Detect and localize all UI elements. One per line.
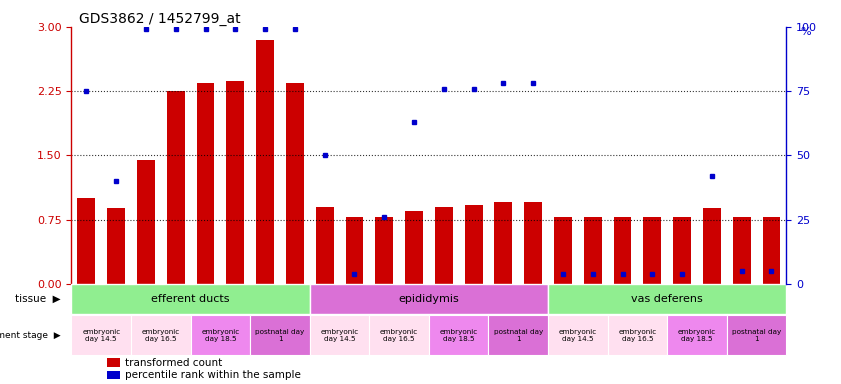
Text: embryonic
day 14.5: embryonic day 14.5 [320,329,358,342]
Bar [251,315,309,355]
Bar [614,217,632,284]
Text: embryonic
day 18.5: embryonic day 18.5 [440,329,478,342]
Bar [226,81,244,284]
Bar [584,217,601,284]
Bar [429,315,489,355]
Text: embryonic
day 16.5: embryonic day 16.5 [618,329,657,342]
Bar [607,315,667,355]
Text: epididymis: epididymis [399,294,459,304]
Bar [548,315,607,355]
Text: embryonic
day 16.5: embryonic day 16.5 [380,329,418,342]
Bar [286,83,304,284]
Text: transformed count: transformed count [125,358,222,368]
Bar [315,207,334,284]
Bar [548,284,786,314]
Bar [309,284,548,314]
Text: embryonic
day 18.5: embryonic day 18.5 [201,329,240,342]
Text: vas deferens: vas deferens [632,294,703,304]
Bar [197,83,214,284]
Bar [495,202,512,284]
Bar [703,209,721,284]
Bar [346,217,363,284]
Bar [191,315,251,355]
Bar [77,198,95,284]
Text: embryonic
day 16.5: embryonic day 16.5 [142,329,180,342]
Text: percentile rank within the sample: percentile rank within the sample [125,370,301,380]
Text: embryonic
day 14.5: embryonic day 14.5 [558,329,597,342]
Text: postnatal day
1: postnatal day 1 [732,329,781,342]
Bar [464,205,483,284]
Text: tissue  ▶: tissue ▶ [15,294,61,304]
Bar [667,315,727,355]
Bar [309,315,369,355]
Bar [137,160,155,284]
Bar [107,209,125,284]
Bar [643,217,661,284]
Text: embryonic
day 18.5: embryonic day 18.5 [678,329,716,342]
Bar [71,315,131,355]
Bar [257,40,274,284]
Bar [727,315,786,355]
Bar [107,371,120,379]
Bar [489,315,548,355]
Bar [733,217,750,284]
Bar [524,202,542,284]
Bar [167,91,185,284]
Bar [131,315,191,355]
Bar [107,359,120,367]
Bar [435,207,452,284]
Bar [375,217,393,284]
Text: efferent ducts: efferent ducts [151,294,230,304]
Bar [554,217,572,284]
Text: postnatal day
1: postnatal day 1 [256,329,304,342]
Bar [71,284,309,314]
Text: %: % [801,27,812,37]
Text: development stage  ▶: development stage ▶ [0,331,61,340]
Text: postnatal day
1: postnatal day 1 [494,329,543,342]
Bar [369,315,429,355]
Bar [405,211,423,284]
Bar [763,217,780,284]
Text: GDS3862 / 1452799_at: GDS3862 / 1452799_at [78,12,241,26]
Text: embryonic
day 14.5: embryonic day 14.5 [82,329,120,342]
Bar [673,217,691,284]
